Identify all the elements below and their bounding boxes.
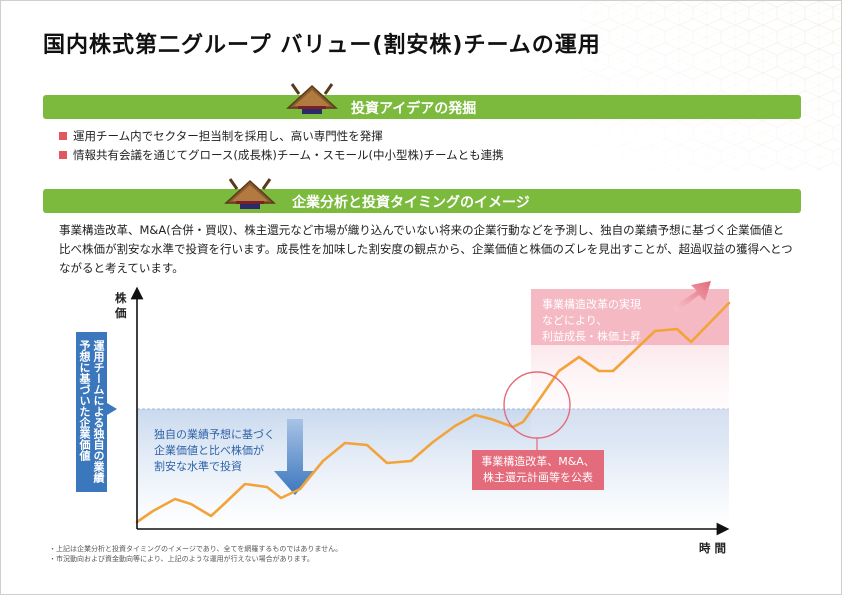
growth-note: 事業構造改革の実現 などにより、 利益成長・株価上昇 [542,297,641,345]
section-band-idea: 投資アイデアの発掘 [43,95,801,119]
corporate-value-box: 運用チームによる独自の業績予想に基づいた企業価値 [76,332,107,492]
section-heading: 企業分析と投資タイミングのイメージ [292,195,530,211]
note-line: 割安な水準で投資 [154,460,242,473]
roof-icon [286,83,338,114]
y-axis-label: 株価 [115,291,127,320]
list-item: 運用チーム内でセクター担当制を採用し、高い専門性を発揮 [59,127,504,146]
event-line: 株主還元計画等を公表 [483,471,593,484]
down-arrow [274,419,316,495]
roof-icon [224,178,276,209]
note-line: 独自の業績予想に基づく [154,428,275,441]
event-label-box: 事業構造改革、M&A、 株主還元計画等を公表 [472,450,604,490]
note-line: 利益成長・株価上昇 [542,330,641,343]
section-band-analysis: 企業分析と投資タイミングのイメージ [43,189,801,213]
footnote: ・上記は企業分析と投資タイミングのイメージであり、全てを網羅するものではありませ… [49,545,343,553]
x-axis-label: 時間 [699,541,730,555]
note-line: などにより、 [542,314,608,327]
page-title: 国内株式第二グループ バリュー(割安株)チームの運用 [43,33,601,58]
stock-price-line [135,301,731,524]
undervalued-note: 独自の業績予想に基づく 企業価値と比べ株価が 割安な水準で投資 [154,427,275,475]
footnote: ・市況動向および資金動向等により、上記のような運用が行えない場合があります。 [49,555,314,563]
description-paragraph: 事業構造改革、M&A(合併・買収)、株主還元など市場が織り込んでいない将来の企業… [59,223,793,275]
value-pointer [107,403,117,415]
decorative-pattern [581,1,841,171]
bullet-list: 運用チーム内でセクター担当制を採用し、高い専門性を発揮 情報共有会議を通じてグロ… [59,127,504,165]
list-item: 情報共有会議を通じてグロース(成長株)チーム・スモール(中小型株)チームとも連携 [59,146,504,165]
up-arrow [673,281,711,312]
event-line: 事業構造改革、M&A、 [481,455,595,468]
section-heading: 投資アイデアの発掘 [351,101,477,117]
note-line: 事業構造改革の実現 [542,298,641,311]
note-line: 企業価値と比べ株価が [154,444,264,457]
